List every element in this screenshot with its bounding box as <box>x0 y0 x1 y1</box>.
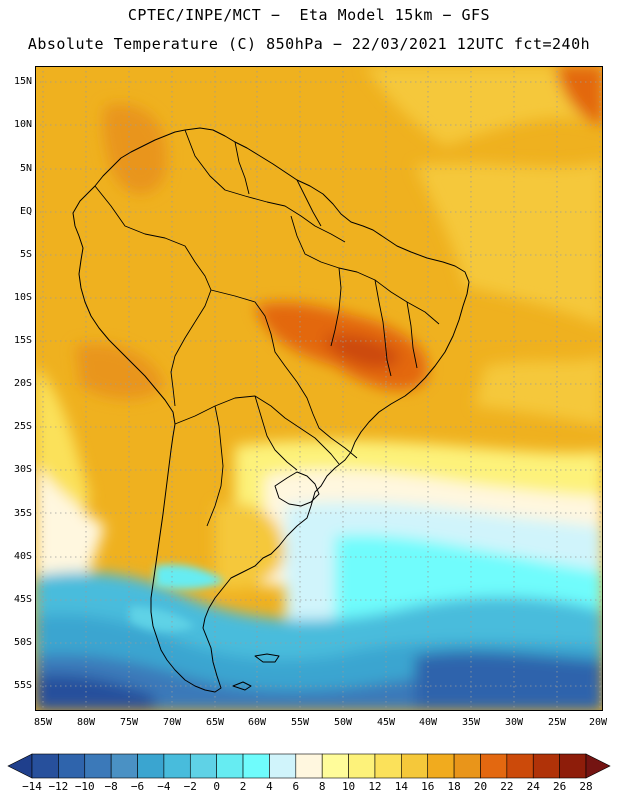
colorbar-label: 10 <box>341 780 356 793</box>
colorbar-cell <box>321 753 349 779</box>
lon-label: 85W <box>33 717 53 728</box>
colorbar-label: 8 <box>318 780 326 793</box>
colorbar-cell <box>7 753 33 779</box>
colorbar-cell <box>480 753 508 779</box>
colorbar-cell <box>374 753 402 779</box>
colorbar-label: −12 <box>48 780 69 793</box>
colorbar <box>7 753 611 779</box>
coastlines <box>72 127 470 693</box>
colorbar-label: −10 <box>74 780 95 793</box>
colorbar-label: 26 <box>552 780 567 793</box>
lon-label: 30W <box>504 717 524 728</box>
lat-label: 5N <box>19 163 32 174</box>
lat-label: 55S <box>13 680 32 691</box>
lat-label: 40S <box>13 551 32 562</box>
colorbar-cell <box>348 753 376 779</box>
colorbar-cell <box>269 753 297 779</box>
colorbar-cell <box>31 753 59 779</box>
colorbar-cell <box>453 753 481 779</box>
lon-label: 35W <box>461 717 481 728</box>
colorbar-label: 16 <box>421 780 435 793</box>
map-frame <box>35 66 603 711</box>
colorbar-label: 2 <box>239 780 247 793</box>
colorbar-cell <box>189 753 217 779</box>
colorbar-cell <box>401 753 429 779</box>
colorbar-label: 6 <box>292 780 300 793</box>
map-title-line-1: CPTEC/INPE/MCT − Eta Model 15km − GFS <box>127 6 491 24</box>
colorbar-label: 14 <box>394 780 408 793</box>
colorbar-label: 24 <box>526 780 540 793</box>
lon-label: 75W <box>119 717 139 728</box>
colorbar-cell <box>137 753 165 779</box>
lat-label: 5S <box>19 249 32 260</box>
colorbar-label: 22 <box>500 780 514 793</box>
colorbar-label: −8 <box>104 780 118 793</box>
lat-label: 50S <box>13 637 32 648</box>
colorbar-label: 18 <box>447 780 461 793</box>
lat-label: 25S <box>13 421 32 432</box>
lat-label: 15S <box>13 335 32 346</box>
colorbar-cell <box>84 753 112 779</box>
lat-label: 15N <box>13 76 32 87</box>
lon-label: 70W <box>162 717 182 728</box>
lat-label: EQ <box>19 206 32 217</box>
colorbar-cell <box>242 753 270 779</box>
colorbar-cell <box>295 753 323 779</box>
colorbar-label: −14 <box>22 780 42 793</box>
lon-label: 60W <box>247 717 267 728</box>
lon-label: 40W <box>418 717 438 728</box>
temperature-map <box>35 66 603 711</box>
lon-label: 80W <box>76 717 96 728</box>
colorbar-cells <box>7 753 611 779</box>
colorbar-label: 0 <box>213 780 220 793</box>
temperature-detail <box>130 564 225 632</box>
lat-label: 20S <box>13 378 32 389</box>
colorbar-cell <box>58 753 86 779</box>
colorbar-cell <box>427 753 455 779</box>
colorbar-label: −6 <box>130 780 145 793</box>
map-title-line-2: Absolute Temperature (C) 850hPa − 22/03/… <box>27 35 591 53</box>
colorbar-cell <box>163 753 191 779</box>
lat-label: 10S <box>13 292 32 303</box>
lon-label: 45W <box>376 717 396 728</box>
lat-label: 30S <box>13 464 32 475</box>
colorbar-label: −2 <box>183 780 197 793</box>
colorbar-cell <box>506 753 534 779</box>
lat-label: 35S <box>13 508 32 519</box>
colorbar-cell <box>532 753 560 779</box>
colorbar-label: 20 <box>473 780 488 793</box>
colorbar-cell <box>216 753 244 779</box>
lat-label: 45S <box>13 594 32 605</box>
colorbar-cell <box>585 753 611 779</box>
lon-label: 55W <box>290 717 310 728</box>
colorbar-label: 12 <box>368 780 382 793</box>
colorbar-cell <box>559 753 587 779</box>
colorbar-label: −4 <box>157 780 171 793</box>
colorbar-label: 28 <box>579 780 593 793</box>
lat-label: 10N <box>13 119 32 130</box>
lon-label: 65W <box>205 717 225 728</box>
lon-label: 25W <box>547 717 567 728</box>
colorbar-cell <box>110 753 138 779</box>
lon-label: 50W <box>333 717 353 728</box>
lon-label: 20W <box>588 717 608 728</box>
colorbar-label: 4 <box>266 780 273 793</box>
country-borders <box>94 129 440 527</box>
